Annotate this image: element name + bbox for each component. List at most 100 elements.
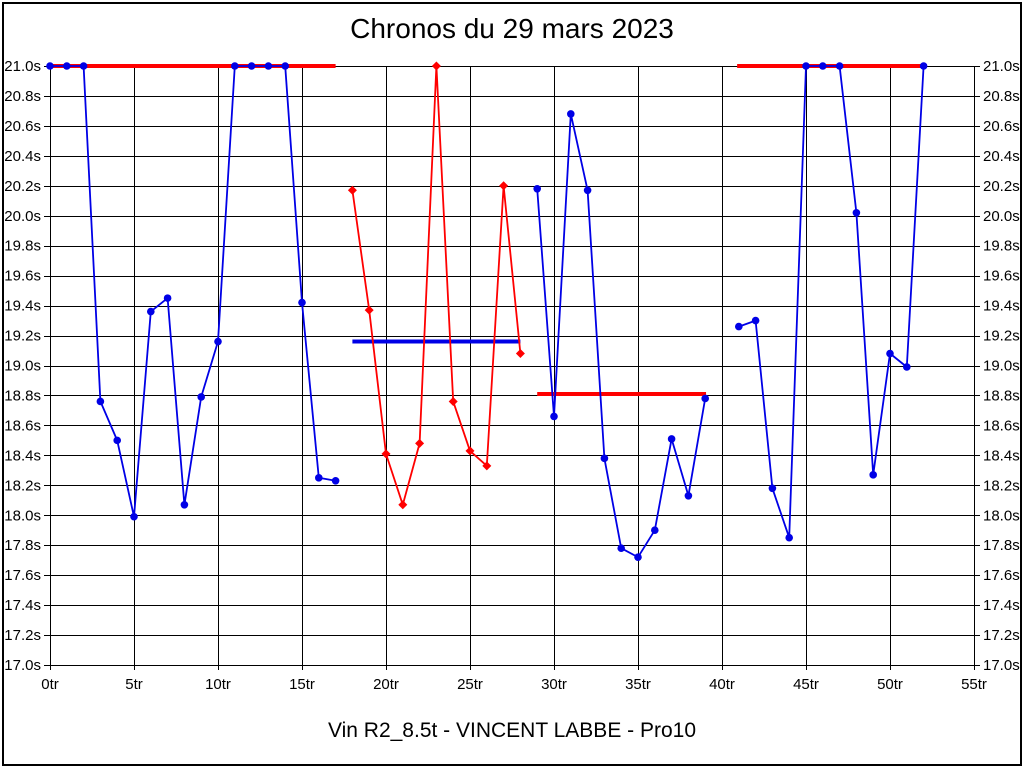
data-point-circle [147, 307, 155, 316]
reference-lines [47, 64, 927, 396]
data-point-circle [903, 363, 911, 371]
y-tick-label-left: 19.8s [4, 238, 41, 255]
data-point-circle [819, 62, 827, 70]
y-tick-label-right: 20.2s [983, 178, 1020, 195]
y-tick-label-right: 17.4s [983, 597, 1020, 614]
data-point-circle [583, 186, 592, 195]
data-point-circle [315, 474, 323, 482]
series-line-blue-stint-3 [738, 65, 925, 539]
y-tick-label-left: 18.2s [4, 477, 41, 494]
x-tick-label: 0tr [41, 676, 59, 693]
data-point-circle [751, 316, 760, 325]
x-tick-label: 40tr [709, 676, 735, 693]
data-point-circle [46, 62, 54, 70]
data-point-circle [617, 544, 625, 552]
y-tick-label-left: 20.8s [4, 88, 41, 105]
data-point-circle [331, 477, 340, 485]
data-point-circle [684, 491, 693, 500]
y-tick-label-right: 21.0s [983, 58, 1020, 75]
data-point-circle [163, 294, 172, 302]
y-tick-label-left: 21.0s [4, 58, 41, 75]
data-point-circle [247, 62, 256, 70]
data-point-diamond [515, 349, 525, 359]
data-point-circle [214, 337, 222, 346]
data-point-diamond [431, 61, 441, 71]
data-point-circle [63, 62, 71, 70]
data-point-diamond [398, 500, 408, 510]
data-point-diamond [415, 438, 425, 448]
series-line-blue-stint-2 [536, 113, 707, 559]
y-tick-label-left: 17.6s [4, 567, 41, 584]
y-tick-label-right: 18.0s [983, 507, 1020, 524]
data-point-circle [600, 454, 609, 463]
y-tick-label-left: 20.2s [4, 178, 41, 195]
x-tick-label: 35tr [625, 676, 651, 693]
x-tick-label: 10tr [205, 676, 231, 693]
y-tick-label-left: 19.4s [4, 298, 41, 315]
data-point-circle [567, 110, 575, 118]
data-point-circle [785, 533, 793, 542]
y-tick-label-left: 18.4s [4, 447, 41, 464]
x-tick-label: 25tr [457, 676, 483, 693]
series-blue-stint-1 [46, 62, 340, 521]
y-tick-label-left: 20.4s [4, 148, 41, 165]
y-tick-label-left: 18.6s [4, 417, 41, 434]
data-point-diamond [347, 185, 357, 195]
data-point-diamond [482, 461, 492, 471]
y-tick-label-left: 20.0s [4, 208, 41, 225]
y-tick-label-right: 18.8s [983, 387, 1020, 404]
y-tick-label-right: 19.4s [983, 298, 1020, 315]
data-point-circle [919, 62, 928, 70]
y-tick-label-left: 17.0s [4, 657, 41, 674]
y-tick-label-right: 19.2s [983, 328, 1020, 345]
series-blue-stint-2 [533, 110, 709, 561]
data-point-circle [298, 298, 306, 307]
data-point-circle [768, 484, 777, 493]
data-point-circle [281, 62, 290, 70]
data-point-diamond [448, 396, 458, 406]
data-point-circle [231, 62, 239, 70]
y-tick-label-right: 19.8s [983, 238, 1020, 255]
data-point-circle [651, 526, 659, 535]
y-tick-label-right: 20.6s [983, 118, 1020, 135]
data-point-circle [835, 62, 844, 70]
y-tick-label-left: 19.6s [4, 268, 41, 285]
data-point-circle [113, 436, 121, 445]
chart-footer: Vin R2_8.5t - VINCENT LABBE - Pro10 [327, 719, 697, 742]
chart-title: Chronos du 29 mars 2023 [350, 13, 674, 44]
x-tick-label: 15tr [289, 676, 315, 693]
data-point-circle [130, 512, 138, 521]
data-point-circle [802, 62, 810, 70]
data-point-diamond [499, 181, 509, 191]
data-point-circle [869, 471, 877, 479]
series-red-stint [347, 61, 525, 510]
data-point-circle [197, 393, 205, 401]
series-line-blue-stint-1 [50, 65, 336, 518]
y-tick-label-left: 20.6s [4, 118, 41, 135]
y-tick-label-left: 19.2s [4, 328, 41, 345]
y-tick-label-left: 18.0s [4, 507, 41, 524]
data-point-circle [79, 62, 88, 70]
data-point-diamond [381, 449, 391, 459]
y-tick-label-right: 18.6s [983, 417, 1020, 434]
series-blue-stint-3 [735, 62, 928, 542]
y-tick-label-right: 18.2s [983, 477, 1020, 494]
series-line-red-stint [351, 65, 522, 506]
data-point-circle [852, 208, 861, 217]
data-point-diamond [364, 305, 374, 315]
y-tick-label-right: 19.6s [983, 268, 1020, 285]
data-point-circle [701, 394, 709, 403]
x-tick-label: 50tr [877, 676, 903, 693]
y-tick-label-left: 17.8s [4, 537, 41, 554]
y-tick-label-right: 17.8s [983, 537, 1020, 554]
gridlines [44, 66, 980, 670]
y-tick-label-right: 18.4s [983, 447, 1020, 464]
x-tick-label: 5tr [125, 676, 143, 693]
y-tick-label-left: 18.8s [4, 387, 41, 404]
x-tick-label: 20tr [373, 676, 399, 693]
y-tick-label-left: 19.0s [4, 358, 41, 375]
data-point-circle [550, 412, 558, 421]
data-point-circle [264, 62, 273, 70]
